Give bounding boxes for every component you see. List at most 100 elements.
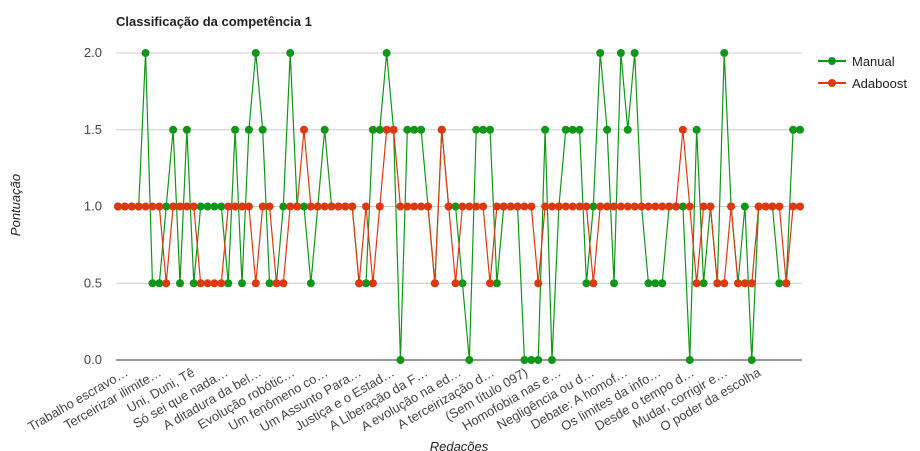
data-point-adaboost[interactable] (265, 202, 274, 211)
legend-item-adaboost[interactable]: Adaboost (818, 76, 907, 91)
data-point-adaboost[interactable] (424, 202, 432, 211)
data-point-manual[interactable] (582, 279, 591, 288)
data-point-manual[interactable] (279, 202, 288, 211)
data-point-adaboost[interactable] (444, 202, 453, 211)
data-point-adaboost[interactable] (754, 202, 763, 211)
data-point-adaboost[interactable] (637, 202, 646, 211)
data-point-manual[interactable] (775, 279, 784, 288)
data-point-manual[interactable] (630, 49, 639, 57)
data-point-adaboost[interactable] (382, 125, 391, 134)
data-point-manual[interactable] (375, 125, 384, 134)
data-point-manual[interactable] (286, 49, 295, 57)
data-point-adaboost[interactable] (258, 202, 267, 211)
data-point-manual[interactable] (182, 125, 191, 134)
data-point-manual[interactable] (527, 356, 536, 364)
data-point-manual[interactable] (417, 125, 426, 134)
data-point-manual[interactable] (486, 125, 494, 134)
data-point-adaboost[interactable] (362, 202, 370, 211)
data-point-manual[interactable] (644, 279, 653, 288)
data-point-manual[interactable] (479, 125, 488, 134)
data-point-adaboost[interactable] (217, 279, 226, 288)
data-point-adaboost[interactable] (630, 202, 639, 211)
data-point-adaboost[interactable] (720, 279, 729, 288)
data-point-adaboost[interactable] (740, 279, 749, 288)
data-point-manual[interactable] (678, 202, 687, 211)
data-point-adaboost[interactable] (286, 202, 295, 211)
data-point-adaboost[interactable] (492, 202, 501, 211)
data-point-adaboost[interactable] (472, 202, 481, 211)
data-point-manual[interactable] (492, 279, 501, 288)
data-point-adaboost[interactable] (162, 279, 171, 288)
data-point-adaboost[interactable] (658, 202, 667, 211)
data-point-adaboost[interactable] (141, 202, 150, 211)
data-point-adaboost[interactable] (224, 202, 233, 211)
data-point-manual[interactable] (410, 125, 419, 134)
data-point-adaboost[interactable] (734, 279, 742, 288)
data-point-adaboost[interactable] (623, 202, 632, 211)
data-point-adaboost[interactable] (403, 202, 412, 211)
data-point-adaboost[interactable] (231, 202, 240, 211)
data-point-adaboost[interactable] (313, 202, 322, 211)
data-point-adaboost[interactable] (713, 279, 722, 288)
data-point-adaboost[interactable] (134, 202, 143, 211)
data-point-adaboost[interactable] (692, 279, 701, 288)
data-point-adaboost[interactable] (527, 202, 536, 211)
data-point-adaboost[interactable] (396, 202, 405, 211)
data-point-manual[interactable] (561, 125, 570, 134)
data-point-adaboost[interactable] (417, 202, 426, 211)
data-point-manual[interactable] (796, 125, 804, 134)
data-point-manual[interactable] (403, 125, 412, 134)
data-point-adaboost[interactable] (596, 202, 605, 211)
data-point-adaboost[interactable] (665, 202, 674, 211)
data-point-adaboost[interactable] (747, 279, 756, 288)
data-point-manual[interactable] (465, 356, 474, 364)
data-point-manual[interactable] (651, 279, 660, 288)
data-point-manual[interactable] (616, 49, 625, 57)
data-point-adaboost[interactable] (651, 202, 660, 211)
data-point-adaboost[interactable] (327, 202, 336, 211)
data-point-adaboost[interactable] (486, 279, 494, 288)
data-point-adaboost[interactable] (775, 202, 784, 211)
data-point-adaboost[interactable] (210, 279, 219, 288)
data-point-manual[interactable] (265, 279, 274, 288)
data-point-adaboost[interactable] (685, 202, 694, 211)
data-point-manual[interactable] (300, 202, 308, 211)
data-point-manual[interactable] (382, 49, 391, 57)
data-point-manual[interactable] (740, 202, 749, 211)
data-point-adaboost[interactable] (796, 202, 804, 211)
data-point-manual[interactable] (176, 279, 184, 288)
data-point-adaboost[interactable] (189, 202, 198, 211)
data-point-manual[interactable] (610, 279, 618, 288)
data-point-adaboost[interactable] (300, 125, 308, 134)
data-point-adaboost[interactable] (238, 202, 246, 211)
data-point-manual[interactable] (589, 202, 598, 211)
data-point-manual[interactable] (747, 356, 756, 364)
data-point-adaboost[interactable] (251, 279, 260, 288)
data-point-adaboost[interactable] (499, 202, 508, 211)
data-point-adaboost[interactable] (272, 279, 281, 288)
data-point-adaboost[interactable] (582, 202, 591, 211)
data-point-adaboost[interactable] (348, 202, 357, 211)
data-point-adaboost[interactable] (782, 279, 791, 288)
data-point-adaboost[interactable] (465, 202, 474, 211)
data-point-manual[interactable] (396, 356, 405, 364)
data-point-manual[interactable] (623, 125, 632, 134)
data-point-manual[interactable] (458, 279, 467, 288)
data-point-adaboost[interactable] (155, 202, 164, 211)
data-point-adaboost[interactable] (120, 202, 129, 211)
data-point-manual[interactable] (196, 202, 205, 211)
data-point-adaboost[interactable] (589, 279, 598, 288)
data-point-adaboost[interactable] (727, 202, 736, 211)
data-point-manual[interactable] (575, 125, 584, 134)
data-point-adaboost[interactable] (575, 202, 584, 211)
data-point-manual[interactable] (541, 125, 550, 134)
data-point-manual[interactable] (231, 125, 240, 134)
data-point-manual[interactable] (362, 279, 370, 288)
data-point-adaboost[interactable] (176, 202, 184, 211)
data-point-manual[interactable] (189, 279, 198, 288)
data-point-adaboost[interactable] (451, 279, 460, 288)
data-point-adaboost[interactable] (279, 279, 288, 288)
data-point-adaboost[interactable] (148, 202, 157, 211)
data-point-adaboost[interactable] (603, 202, 612, 211)
data-point-adaboost[interactable] (182, 202, 191, 211)
